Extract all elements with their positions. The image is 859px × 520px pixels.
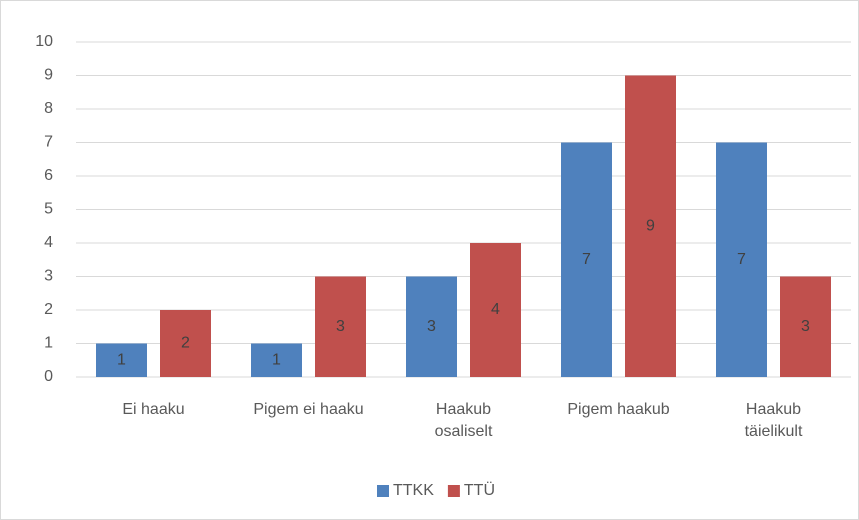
bar xyxy=(716,142,767,377)
data-label: 3 xyxy=(336,318,345,335)
data-label: 9 xyxy=(646,217,655,234)
y-tick-label: 3 xyxy=(44,268,53,285)
x-tick-label: Haakub osaliselt xyxy=(434,401,493,440)
bar xyxy=(251,343,302,377)
y-tick-label: 8 xyxy=(44,100,53,117)
legend-swatch xyxy=(377,485,389,497)
data-label: 2 xyxy=(181,335,190,352)
data-label: 1 xyxy=(272,351,281,368)
bar xyxy=(406,276,457,377)
x-tick-label: Pigem haakub xyxy=(567,401,670,418)
y-tick-label: 4 xyxy=(44,234,53,251)
y-tick-label: 2 xyxy=(44,301,53,318)
x-tick-label: Ei haaku xyxy=(122,401,185,418)
data-label: 1 xyxy=(117,351,126,368)
y-tick-label: 9 xyxy=(44,67,53,84)
y-tick-label: 5 xyxy=(44,201,53,218)
bar xyxy=(780,276,831,377)
y-tick-label: 7 xyxy=(44,134,53,151)
y-tick-label: 0 xyxy=(44,368,53,385)
data-label: 7 xyxy=(582,251,591,268)
y-tick-label: 10 xyxy=(35,33,53,50)
legend-swatch xyxy=(447,485,460,497)
x-tick-label: Pigem ei haaku xyxy=(253,401,364,418)
data-label: 7 xyxy=(737,251,746,268)
data-label: 3 xyxy=(801,318,810,335)
bar xyxy=(470,243,521,377)
data-label: 4 xyxy=(491,301,500,318)
y-tick-label: 1 xyxy=(44,335,53,352)
bar xyxy=(160,310,211,377)
y-tick-label: 6 xyxy=(44,167,53,184)
bar xyxy=(625,75,676,377)
bar xyxy=(561,142,612,377)
bar xyxy=(315,276,366,377)
legend-label: TTÜ xyxy=(464,481,495,499)
data-label: 3 xyxy=(427,318,436,335)
x-tick-label: Haakub täielikult xyxy=(744,401,803,440)
bar xyxy=(96,343,147,377)
legend-label: TTKK xyxy=(393,482,434,499)
